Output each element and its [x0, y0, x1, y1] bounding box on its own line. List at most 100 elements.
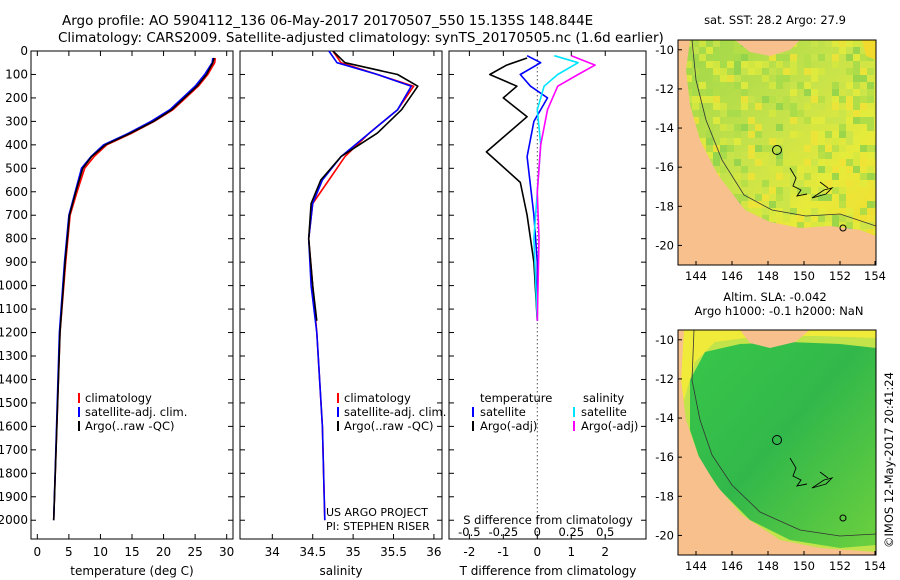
sst-pixel — [762, 152, 769, 159]
sst-pixel — [776, 166, 783, 173]
sst-pixel — [811, 89, 818, 96]
sst-pixel — [783, 208, 790, 215]
sal-xtick-label-1: 34.5 — [299, 545, 326, 559]
sst-pixel — [748, 68, 755, 75]
temperature-axis-ticks: 0 5 10 15 20 25 30 — [33, 51, 234, 559]
sst-pixel — [734, 40, 741, 47]
sst-pixel — [720, 152, 727, 159]
sst-pixel — [685, 54, 692, 61]
temp-xtick-label-3: 15 — [124, 545, 139, 559]
sla-reef-marker — [839, 514, 847, 522]
temperature-xlabel: temperature (deg C) — [70, 564, 193, 578]
sla-longitude-ticks: 144 146 148 150 152 154 — [685, 551, 886, 573]
sst-pixel — [874, 229, 876, 236]
sst-pixel — [818, 152, 825, 159]
sst-lon-label-5: 154 — [864, 269, 886, 283]
sst-pixel — [804, 208, 811, 215]
sst-pixel — [720, 103, 727, 110]
sst-pixel — [860, 96, 867, 103]
sst-pixel — [741, 61, 748, 68]
sst-pixel — [706, 145, 713, 152]
sst-pixel — [776, 138, 783, 145]
sst-lon-label-2: 148 — [757, 269, 779, 283]
sst-pixel — [811, 208, 818, 215]
sst-longitude-ticks: 144 146 148 150 152 154 — [685, 261, 886, 283]
sst-pixel — [797, 215, 804, 222]
sst-pixel — [727, 152, 734, 159]
sst-pixel — [692, 40, 699, 47]
sst-pixel — [860, 180, 867, 187]
depth-tick-label-19: 1900 — [0, 490, 28, 504]
sst-pixel — [853, 138, 860, 145]
sst-pixel — [699, 138, 706, 145]
sst-pixel — [734, 54, 741, 61]
sst-pixel — [755, 61, 762, 68]
sst-pixel — [811, 124, 818, 131]
sst-pixel — [818, 194, 825, 201]
sst-pixel — [853, 103, 860, 110]
sst-pixel — [846, 215, 853, 222]
sst-pixel — [846, 152, 853, 159]
sst-pixel — [839, 187, 846, 194]
sst-pixel — [762, 61, 769, 68]
sst-land-coast — [678, 40, 876, 265]
sst-pixel — [790, 89, 797, 96]
sst-pixel — [790, 82, 797, 89]
sst-pixel — [818, 103, 825, 110]
sla-land-coast — [678, 330, 876, 555]
depth-tick-label-2: 200 — [5, 91, 28, 105]
sst-pixel — [748, 117, 755, 124]
sst-pixel — [846, 82, 853, 89]
sst-pixel — [818, 159, 825, 166]
sst-lat-label-0: -10 — [655, 43, 674, 57]
depth-tick-label-12: 1200 — [0, 326, 28, 340]
sst-pixel — [846, 138, 853, 145]
sst-pixel — [769, 82, 776, 89]
salinity-legend: climatology satellite-adj. clim. Argo(..… — [337, 391, 446, 433]
sst-pixel — [706, 138, 713, 145]
sst-pixel — [755, 131, 762, 138]
sst-pixel — [867, 173, 874, 180]
sst-pixel — [846, 54, 853, 61]
sst-pixel — [713, 61, 720, 68]
sst-pixel — [846, 194, 853, 201]
sla-lon-label-1: 146 — [721, 559, 743, 573]
diff-series-satellite-2 — [533, 54, 579, 321]
sst-pixel — [692, 96, 699, 103]
difference-legend: temperature salinity satellite Argo(-adj… — [472, 391, 638, 433]
sst-pixel — [832, 40, 839, 47]
sst-pixel — [769, 96, 776, 103]
sst-pixel — [734, 173, 741, 180]
sst-lat-label-4: -18 — [655, 199, 674, 213]
sla-lat-label-2: -14 — [655, 411, 674, 425]
sst-pixel — [874, 215, 876, 222]
sst-pixel — [783, 201, 790, 208]
sst-pixel — [860, 54, 867, 61]
sst-pixel — [706, 89, 713, 96]
sst-pixel — [762, 75, 769, 82]
sst-pixel — [797, 180, 804, 187]
depth-tick-label-0: 0 — [20, 44, 28, 58]
sst-pixel — [769, 54, 776, 61]
sst-pixel — [713, 103, 720, 110]
sst-pixel — [783, 187, 790, 194]
sst-pixel — [839, 194, 846, 201]
sst-pixel — [867, 82, 874, 89]
sst-pixel — [776, 75, 783, 82]
sst-pixel — [839, 40, 846, 47]
legend-t-argo-label: Argo(-adj) — [480, 419, 537, 433]
sst-pixel — [860, 89, 867, 96]
sst-pixel — [741, 54, 748, 61]
depth-tick-label-17: 1700 — [0, 443, 28, 457]
sst-pixel — [783, 215, 790, 222]
sst-pixel — [706, 131, 713, 138]
temp-xtick-label-6: 30 — [219, 545, 234, 559]
sla-map-title: Altim. SLA: -0.042 — [723, 290, 827, 304]
sst-pixel — [839, 124, 846, 131]
sst-pixel — [853, 68, 860, 75]
sst-pixel — [748, 145, 755, 152]
sst-pixel — [769, 166, 776, 173]
depth-tick-label-16: 1600 — [0, 419, 28, 433]
sst-pixel — [734, 131, 741, 138]
sst-pixel — [685, 61, 692, 68]
